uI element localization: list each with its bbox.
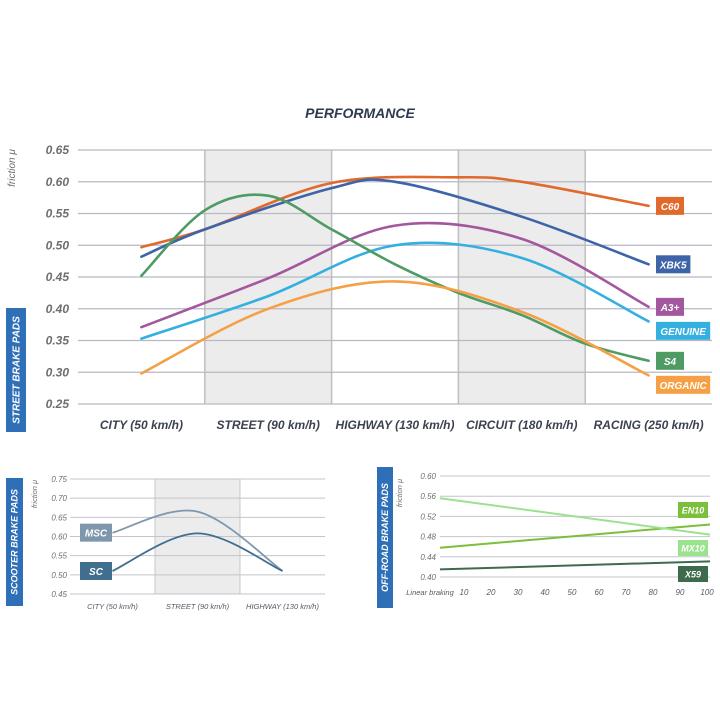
side-label: OFF-ROAD BRAKE PADS	[380, 483, 390, 592]
y-tick-label: 0.44	[420, 553, 436, 562]
series-line-a3-	[140, 221, 650, 329]
y-tick-label: 0.30	[46, 365, 70, 379]
y-tick-label: 0.35	[46, 334, 70, 348]
series-tag-label: MSC	[85, 529, 108, 540]
y-axis-label: friction μ	[7, 149, 18, 187]
series-tag	[656, 196, 684, 215]
series-tag-label: GENUINE	[660, 327, 706, 338]
side-label: SCOOTER BRAKE PADS	[10, 489, 20, 595]
y-tick-label: 0.75	[51, 475, 67, 484]
x-axis-label: Linear braking	[406, 588, 454, 597]
series-tag	[678, 540, 708, 556]
series-tag	[656, 351, 684, 370]
series-line-s4	[140, 193, 650, 363]
series-tag-label: C60	[661, 202, 680, 213]
x-category-label: STREET (90 km/h)	[166, 602, 230, 611]
y-tick-label: 0.70	[51, 494, 67, 503]
series-tag	[80, 562, 112, 580]
x-tick-label: 70	[622, 588, 631, 597]
y-tick-label: 0.55	[51, 552, 67, 561]
series-tag	[678, 566, 708, 582]
series-tag-label: S4	[664, 357, 677, 368]
series-tag-label: A3+	[660, 303, 680, 314]
x-tick-label: 30	[514, 588, 523, 597]
x-category-label: HIGHWAY (130 km/h)	[336, 418, 455, 432]
series-tag-label: X59	[684, 570, 701, 580]
x-tick-label: 10	[460, 588, 469, 597]
y-tick-label: 0.60	[46, 175, 70, 189]
series-line-organic	[140, 280, 650, 377]
series-tag-label: MX10	[681, 544, 705, 554]
x-category-label: HIGHWAY (130 km/h)	[246, 602, 319, 611]
series-line-mx10	[439, 497, 711, 536]
x-category-label: CITY (50 km/h)	[100, 418, 183, 432]
y-tick-label: 0.60	[51, 533, 67, 542]
y-tick-label: 0.65	[46, 143, 70, 157]
y-tick-label: 0.45	[46, 270, 70, 284]
x-category-label: RACING (250 km/h)	[594, 418, 704, 432]
x-tick-label: 90	[676, 588, 685, 597]
y-axis-label: friction μ	[30, 480, 39, 508]
x-tick-label: 50	[568, 588, 577, 597]
offroad-brake-pads-chart: 0.60 0.56 0.52 0.48 0.44 0.40 friction μ Linear…	[377, 467, 714, 608]
series-tag-label: XBK5	[659, 260, 687, 271]
series-line-msc	[112, 509, 284, 572]
series-line-x59	[439, 560, 711, 571]
series-line-genuine	[140, 241, 650, 340]
x-category-label: CIRCUIT (180 km/h)	[466, 418, 577, 432]
y-tick-label: 0.52	[420, 512, 436, 521]
y-tick-label: 0.50	[46, 238, 70, 252]
y-tick-label: 0.45	[51, 590, 67, 599]
y-tick-label: 0.50	[51, 571, 67, 580]
x-tick-label: 100	[700, 588, 714, 597]
series-tag	[656, 297, 684, 316]
series-tag	[656, 255, 691, 274]
street-brake-pads-chart: 0.65 0.60 0.55 0.50 0.45 0.40 0.35 0.30 0.25 fric…	[6, 143, 712, 432]
x-tick-label: 20	[486, 588, 496, 597]
y-tick-label: 0.48	[420, 533, 436, 542]
series-line-xbk5	[140, 178, 650, 266]
series-tag-label: ORGANIC	[659, 381, 707, 392]
y-tick-label: 0.65	[51, 513, 67, 522]
side-label-bar	[6, 308, 26, 432]
series-line-en10	[439, 523, 711, 549]
side-label: STREET BRAKE PADS	[12, 316, 23, 424]
y-tick-label: 0.56	[420, 492, 436, 501]
x-tick-label: 80	[649, 588, 658, 597]
series-tag	[80, 523, 112, 542]
chart-title: PERFORMANCE	[305, 105, 415, 121]
side-label-bar	[6, 478, 23, 606]
x-tick-label: 40	[541, 588, 550, 597]
y-tick-label: 0.55	[46, 207, 70, 221]
series-tag-label: EN10	[682, 506, 705, 516]
side-label-bar	[377, 467, 393, 608]
series-line-sc	[112, 532, 283, 572]
series-tag	[678, 502, 708, 518]
y-tick-label: 0.40	[420, 573, 436, 582]
x-tick-label: 60	[595, 588, 604, 597]
y-axis-label: friction μ	[395, 479, 404, 507]
series-tag	[656, 375, 711, 394]
scooter-brake-pads-chart: 0.75 0.70 0.65 0.60 0.55 0.50 0.45 friction μ CI…	[6, 475, 325, 611]
x-category-label: STREET (90 km/h)	[217, 418, 320, 432]
y-tick-label: 0.40	[46, 302, 70, 316]
series-tag-label: SC	[89, 567, 104, 578]
x-category-label: CITY (50 km/h)	[87, 602, 138, 611]
y-tick-label: 0.25	[46, 397, 70, 411]
series-tag	[656, 321, 711, 340]
y-tick-label: 0.60	[420, 472, 436, 481]
